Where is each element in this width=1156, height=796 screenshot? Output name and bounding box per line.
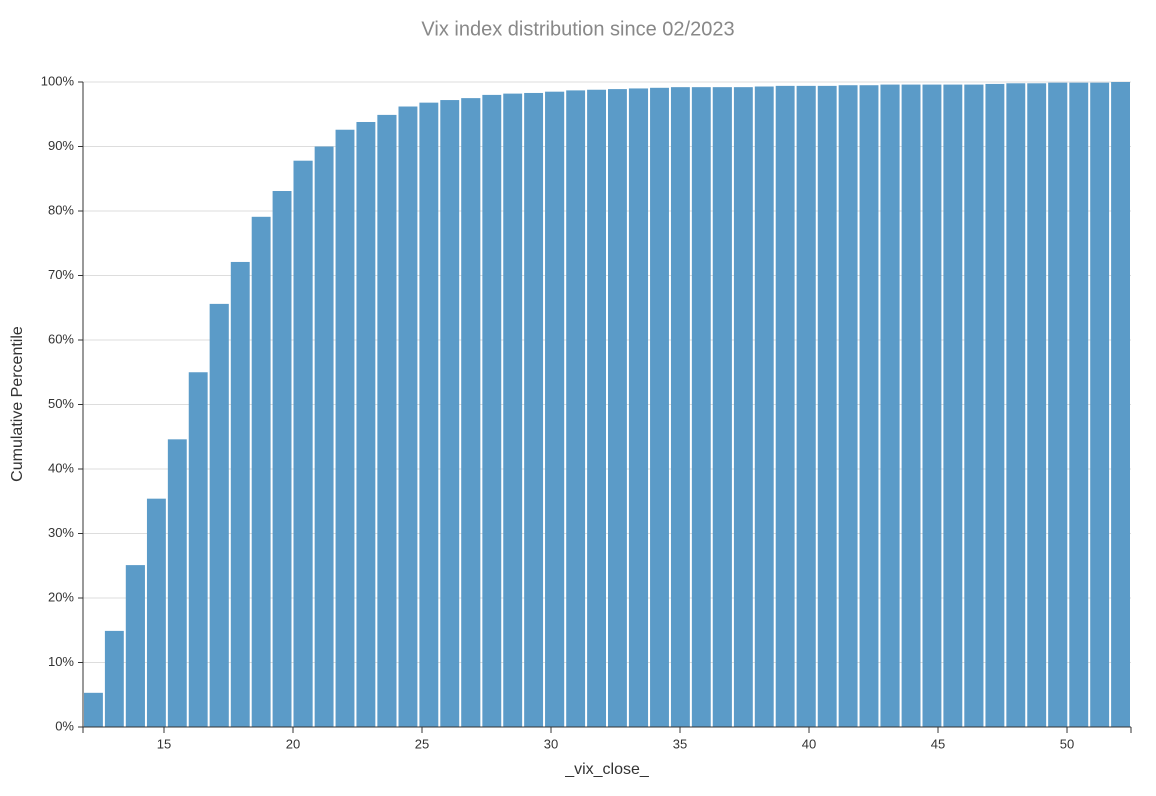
bar — [167, 439, 187, 727]
y-tick-label: 80% — [48, 202, 74, 217]
bar — [650, 87, 669, 728]
chart-title: Vix index distribution since 02/2023 — [421, 18, 734, 40]
bar — [356, 121, 376, 728]
bar — [775, 85, 795, 728]
x-tick-label: 50 — [1060, 736, 1074, 751]
x-tick-label: 15 — [157, 736, 171, 751]
bar — [272, 191, 292, 727]
bar — [880, 84, 900, 727]
bar — [545, 91, 565, 728]
bar — [84, 692, 103, 727]
bar — [230, 261, 250, 727]
bar — [482, 94, 502, 727]
x-tick-label: 30 — [544, 736, 558, 751]
y-tick-label: 50% — [48, 396, 74, 411]
bar — [419, 102, 439, 727]
bar — [838, 85, 858, 728]
bar — [628, 88, 649, 727]
bar — [335, 129, 355, 728]
bar — [188, 372, 208, 727]
bar — [608, 89, 627, 728]
x-tick-label: 45 — [931, 736, 945, 751]
y-tick-label: 60% — [48, 331, 74, 346]
bar — [440, 100, 460, 727]
y-tick-label: 70% — [48, 267, 74, 282]
bar — [503, 93, 523, 728]
bar — [985, 83, 1005, 727]
bar — [293, 160, 313, 727]
bar — [1111, 82, 1130, 727]
x-tick-label: 20 — [286, 736, 300, 751]
bar — [398, 106, 418, 727]
bar — [314, 146, 334, 727]
y-tick-label: 30% — [48, 525, 74, 540]
bar — [524, 92, 544, 728]
bar — [712, 87, 732, 727]
bar — [1090, 82, 1110, 727]
bar — [461, 98, 481, 727]
bar — [1027, 83, 1047, 728]
y-tick-label: 90% — [48, 138, 74, 153]
y-tick-label: 100% — [41, 73, 75, 88]
bar — [146, 498, 166, 727]
x-tick-label: 35 — [673, 736, 687, 751]
y-tick-label: 40% — [48, 460, 74, 475]
bar — [796, 85, 816, 728]
bar — [1069, 82, 1089, 727]
x-tick-label: 25 — [415, 736, 429, 751]
bar — [817, 85, 837, 728]
bar — [670, 87, 690, 727]
y-tick-label: 20% — [48, 589, 74, 604]
bar — [1006, 83, 1026, 728]
bar — [566, 90, 586, 727]
bar — [1048, 82, 1068, 727]
bar — [964, 84, 984, 727]
bar — [251, 216, 271, 727]
bar — [209, 303, 229, 727]
bar — [922, 84, 942, 727]
bar — [754, 86, 774, 727]
y-axis-label: Cumulative Percentile — [9, 326, 26, 482]
bar — [943, 84, 963, 727]
bar — [901, 84, 921, 727]
y-tick-label: 0% — [55, 718, 74, 733]
x-tick-label: 40 — [802, 736, 816, 751]
bar — [691, 87, 711, 727]
x-axis-label: _vix_close_ — [564, 761, 650, 778]
bar — [859, 85, 879, 728]
bar — [104, 630, 124, 727]
bar — [125, 565, 145, 727]
bar — [733, 87, 753, 727]
bar — [587, 89, 606, 728]
bar — [377, 114, 397, 727]
y-tick-label: 10% — [48, 654, 74, 669]
